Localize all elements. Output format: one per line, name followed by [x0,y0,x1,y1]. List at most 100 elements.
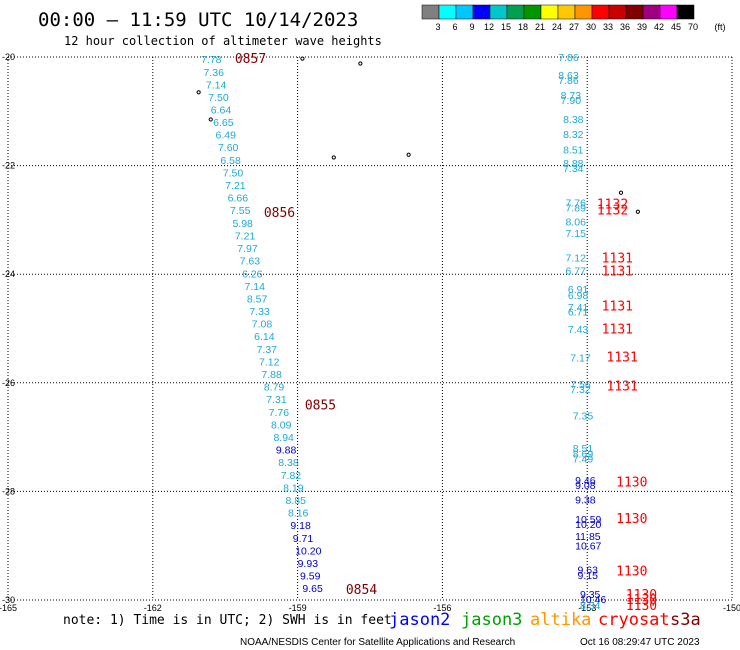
pass-time-label: 1130 [626,588,657,603]
swh-value-label: 8.38 [278,457,299,469]
chart-title: 00:00 – 11:59 UTC 10/14/2023 [38,9,358,31]
colorbar-swatch [625,4,644,20]
swh-value-label: 7.35 [573,410,594,422]
swh-value-label: 8.79 [264,382,285,394]
swh-value-label: 8.63 [558,70,579,82]
x-tick-label: -153 [578,603,596,613]
swh-value-label: 9.08 [575,480,596,492]
swh-value-label: 7.12 [565,252,586,264]
footer-timestamp: Oct 16 08:29:47 UTC 2023 [580,637,700,648]
swh-value-label: 7.86 [558,75,579,87]
swh-value-label: 7.60 [218,142,239,154]
pass-time-label: 0855 [305,399,336,414]
colorbar-tick-label: 33 [603,22,613,32]
axis-tick-labels: -165 -162 -159 -156 -153 -150 -20 -22 -24 -26 -28 -… [0,52,740,613]
colorbar-swatch [574,4,593,20]
island-marker [196,90,201,95]
colorbar-swatch [438,4,457,20]
pass-time-label: 1131 [607,351,638,366]
satellite-legend-cryosat: cryosat [598,610,670,630]
y-tick-label: -24 [2,269,15,279]
pass-time-label: 1132 [597,198,628,213]
swh-value-label: 8.85 [286,495,307,507]
island-marker [635,209,640,214]
swh-value-label: 10.20 [575,519,601,531]
swh-value-label: 9.63 [578,565,599,577]
colorbar-swatch [659,4,678,20]
swh-value-label: 7.49 [573,453,594,465]
swh-value-label: 7.32 [570,384,591,396]
satellite-legend: jason2 jason3 altika cryosat s3a [389,610,701,630]
swh-value-label: 6.58 [220,155,241,167]
pass-time-label: 1131 [602,264,633,279]
colorbar-tick-label: 70 [688,22,698,32]
satellite-legend-jason3: jason3 [461,610,522,630]
swh-value-label: 7.36 [203,67,224,79]
colorbar-tick-label: 45 [671,22,681,32]
swh-value-label: 7.78 [201,54,222,66]
swh-value-label: 5.98 [232,218,253,230]
satellite-legend-s3a: s3a [670,610,701,630]
y-tick-label: -22 [2,161,15,171]
swh-value-label: 7.43 [568,324,589,336]
island-marker [331,155,336,160]
pass-time-label: 1130 [626,593,657,608]
swh-value-label: 7.76 [565,198,586,210]
colorbar-tick-label: 30 [586,22,596,32]
swh-value-label: 7.97 [237,243,258,255]
pass-time-label: 1130 [616,476,647,491]
swh-data-labels: 7.787.367.147.506.646.656.497.606.587.50… [201,52,657,614]
colorbar-tick-label: 39 [637,22,647,32]
colorbar-swatch [489,4,508,20]
swh-value-label: 7.50 [208,92,229,104]
swh-value-label: 7.14 [206,80,227,92]
colorbar-swatch [455,4,474,20]
swh-value-label: 7.31 [266,394,287,406]
swh-value-label: 8.94 [273,432,294,444]
colorbar-unit: (ft) [715,22,726,32]
swh-value-label: 8.38 [563,114,584,126]
swh-value-label: 9.93 [298,558,319,570]
colorbar-swatch [591,4,610,20]
x-tick-label: -156 [433,603,451,613]
swh-value-label: 7.76 [269,407,290,419]
swh-value-label: 7.21 [235,231,256,243]
colorbar-swatch [540,4,559,20]
swh-value-label: 7.88 [261,369,282,381]
swh-value-label: 7.56 [570,379,591,391]
x-tick-label: -165 [0,603,17,613]
colorbar-tick-label: 27 [569,22,579,32]
island-marker [358,61,363,66]
y-tick-label: -30 [2,595,15,605]
x-tick-label: -159 [289,603,307,613]
pass-time-label: 1131 [602,300,633,315]
swh-value-label: 7.37 [257,344,278,356]
pass-time-label: 1130 [616,565,647,580]
swh-value-label: 6.64 [211,105,232,117]
colorbar-swatch [523,4,542,20]
swh-value-label: 7.17 [570,352,591,364]
swh-value-label: 9.88 [276,445,297,457]
swh-value-label: 10.59 [575,514,601,526]
swh-value-label: 6.26 [242,269,263,281]
swh-value-label: 9.65 [302,583,323,595]
swh-value-label: 7.12 [259,357,280,369]
swh-value-label: 9.71 [293,533,314,545]
swh-value-label: 8.57 [247,294,268,306]
swh-value-label: 9.15 [578,570,599,582]
chart-subtitle: 12 hour collection of altimeter wave hei… [64,34,382,48]
pass-time-label: 1131 [607,380,638,395]
y-tick-label: -20 [2,52,15,62]
swh-value-label: 8.51 [573,443,594,455]
swh-value-label: 6.14 [254,331,275,343]
grid-lines [7,56,733,601]
colorbar-legend: 3 6 9 12 15 18 21 24 27 30 33 36 39 42 45 70 (ft) [421,4,726,32]
footer-credit: NOAA/NESDIS Center for Satellite Applica… [240,637,515,648]
swh-value-label: 7.41 [568,302,589,314]
colorbar-swatch [506,4,525,20]
x-tick-label: -150 [723,603,740,613]
pass-time-label: 0856 [264,206,295,221]
swh-value-label: 10.20 [295,546,321,558]
colorbar-tick-label: 42 [654,22,664,32]
x-tick-label: -162 [144,603,162,613]
